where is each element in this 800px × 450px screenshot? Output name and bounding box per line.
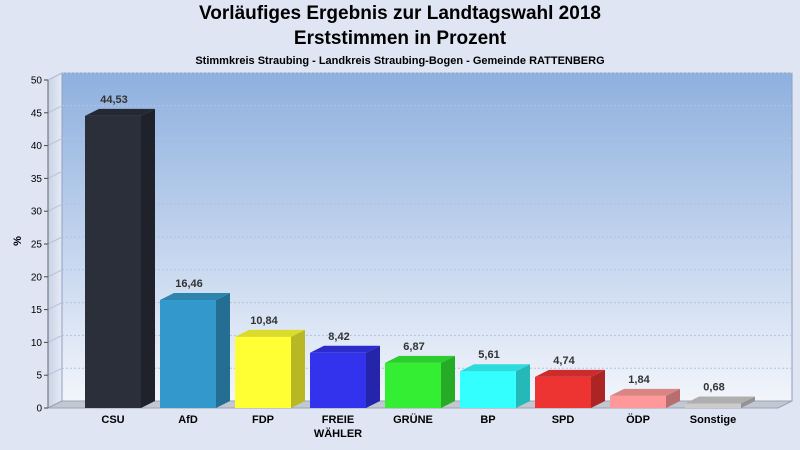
bar (235, 329, 305, 408)
bar-side (291, 329, 305, 408)
y-tick-label: 20 (31, 272, 43, 283)
y-tick-label: 45 (31, 108, 43, 119)
bar (310, 345, 380, 408)
bar-top (685, 396, 755, 404)
chart-title: Vorläufiges Ergebnis zur Landtagswahl 20… (199, 3, 601, 24)
y-tick-label: 40 (31, 141, 43, 152)
bar (160, 293, 230, 408)
bar-top (235, 329, 305, 337)
gridline-side (47, 203, 63, 212)
x-tick-label: Sonstige (690, 414, 736, 426)
gridline-side (47, 269, 63, 278)
y-tick-label: 30 (31, 207, 43, 218)
bar-top (160, 293, 230, 301)
gridline-side (47, 367, 63, 376)
y-tick-label: 0 (36, 404, 42, 415)
y-tick-label: 10 (31, 338, 43, 349)
data-label: 16,46 (175, 278, 203, 290)
bar-side (141, 108, 155, 408)
gridline-side (47, 236, 63, 245)
bar-front (685, 403, 741, 408)
y-tick-label: 25 (31, 240, 43, 251)
data-label: 1,84 (628, 374, 650, 386)
x-tick-label: WÄHLER (314, 427, 362, 440)
gridline-side (47, 72, 63, 81)
bar-front (610, 395, 666, 408)
y-tick-label: 35 (31, 174, 43, 185)
x-tick-label: AfD (178, 414, 198, 426)
bar-front (160, 300, 216, 408)
bar-top (385, 355, 455, 363)
x-tick-label: CSU (101, 414, 124, 426)
bar (385, 355, 455, 408)
bar-side (591, 369, 605, 408)
bar (535, 369, 605, 408)
bar-top (310, 345, 380, 353)
data-label: 6,87 (403, 341, 424, 353)
bar-top (460, 364, 530, 372)
data-label: 10,84 (250, 315, 278, 327)
y-tick-label: 5 (36, 371, 42, 382)
bar-side (441, 355, 455, 408)
bar-front (235, 336, 291, 408)
data-label: 4,74 (553, 355, 575, 367)
bar-front (460, 371, 516, 408)
bar (85, 108, 155, 408)
bar-side (741, 396, 755, 408)
x-tick-label: FDP (252, 414, 274, 426)
bar (610, 388, 680, 408)
x-tick-label: GRÜNE (393, 413, 433, 426)
bar (460, 364, 530, 408)
y-tick-label: 15 (31, 305, 43, 316)
x-tick-label: BP (480, 414, 495, 426)
x-tick-label: FREIE (322, 414, 354, 426)
data-label: 8,42 (328, 331, 349, 343)
labels: 0 5 10 15 20 25 30 35 40 45 50% 44,53 CSU 16,46 AfD 10,… (12, 76, 736, 441)
gridline-side (47, 170, 63, 179)
bar-top (85, 108, 155, 116)
chart-subtitle: Erststimmen in Prozent (293, 28, 507, 49)
bar-top (535, 369, 605, 377)
chart-caption: Stimmkreis Straubing - Landkreis Straubi… (195, 55, 605, 67)
data-label: 5,61 (478, 349, 499, 361)
bar-side (516, 364, 530, 408)
y-axis-label: % (12, 236, 24, 246)
bar-side (216, 293, 230, 408)
data-label: 0,68 (703, 382, 724, 394)
bar-side (666, 388, 680, 408)
bar-front (385, 362, 441, 408)
x-tick-label: ÖDP (626, 413, 650, 426)
bar-front (85, 115, 141, 408)
bar-top (610, 388, 680, 396)
gridline-side (47, 138, 63, 147)
x-tick-label: SPD (552, 414, 575, 426)
gridline-side (47, 105, 63, 114)
gridline-side (47, 302, 63, 311)
bar-front (535, 376, 591, 408)
y-tick-label: 50 (31, 76, 43, 87)
bars (85, 108, 755, 408)
data-label: 44,53 (100, 94, 128, 106)
bar-front (310, 352, 366, 408)
bar-side (366, 345, 380, 408)
bar (685, 396, 755, 408)
gridline-side (47, 334, 63, 343)
